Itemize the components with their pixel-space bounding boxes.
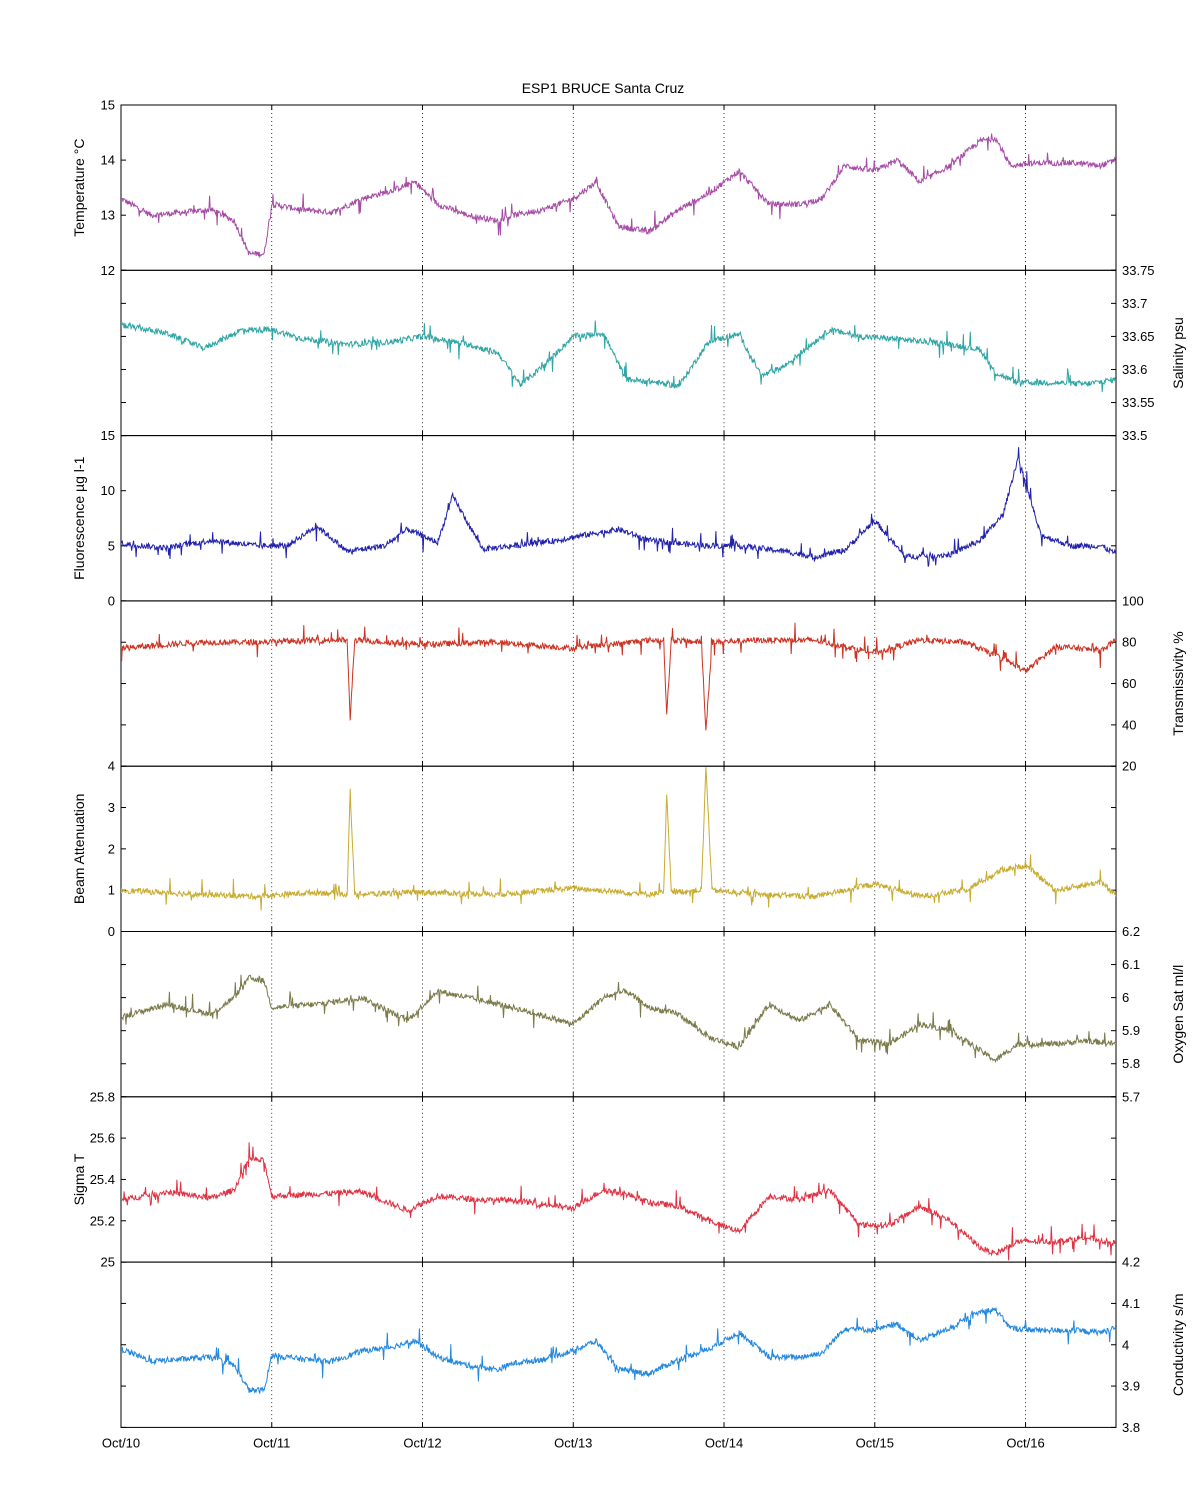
panel-salinity: 33.5 33.55 33.6 33.65 33.7 33.75 Salinity psu	[120, 263, 1186, 443]
y-tick-label: 33.7	[1122, 296, 1147, 311]
y-tick-label: 33.75	[1122, 263, 1155, 278]
x-tick-label: Oct/16	[1006, 1435, 1044, 1450]
y-tick-label: 25.4	[90, 1172, 115, 1187]
y-tick-label: 4.2	[1122, 1255, 1140, 1270]
panel-frame	[120, 1261, 1117, 1428]
y-tick-label: 6.1	[1122, 957, 1140, 972]
y-axis-title-temperature: Temperature °C	[71, 139, 87, 237]
y-tick-label: 40	[1122, 717, 1136, 732]
x-axis: Oct/10 Oct/11 Oct/12 Oct/13 Oct/14 Oct/15 Oct/…	[102, 1435, 1045, 1450]
x-tick-label: Oct/13	[554, 1435, 592, 1450]
y-tick-label: 3.9	[1122, 1379, 1140, 1394]
y-axis-title-fluorescence: Fluorescence µg l-1	[71, 456, 87, 579]
y-tick-label: 80	[1122, 635, 1136, 650]
y-tick-label: 33.5	[1122, 428, 1147, 443]
panel-frame	[120, 104, 1117, 271]
y-tick-label: 10	[101, 483, 115, 498]
panel-frame	[120, 269, 1117, 437]
y-tick-label: 4.1	[1122, 1296, 1140, 1311]
series-line-sigma_t	[121, 1142, 1116, 1261]
panel-transmissivity: 20 40 60 80 100 Transmissivity %	[120, 593, 1186, 774]
y-tick-label: 33.6	[1122, 362, 1147, 377]
y-tick-label: 6	[1122, 990, 1129, 1005]
y-tick-label: 3.8	[1122, 1420, 1140, 1435]
panel-conductivity: 3.8 3.9 4 4.1 4.2 Conductivity s/m	[120, 1255, 1186, 1435]
x-tick-label: Oct/15	[856, 1435, 894, 1450]
y-axis-title-sigma_t: Sigma T	[71, 1153, 87, 1205]
y-tick-label: 25.8	[90, 1089, 115, 1104]
series-line-transmissivity	[121, 622, 1116, 731]
y-axis-title-conductivity: Conductivity s/m	[1170, 1293, 1186, 1396]
series-line-beam_attenuation	[121, 767, 1116, 911]
series-line-fluorescence	[121, 447, 1116, 567]
y-tick-label: 4	[108, 759, 115, 774]
y-tick-label: 1	[108, 883, 115, 898]
y-tick-label: 13	[101, 208, 115, 223]
series-line-oxygen_sat	[121, 974, 1116, 1064]
y-axis-title-transmissivity: Transmissivity %	[1170, 631, 1186, 736]
y-tick-label: 14	[101, 153, 115, 168]
y-tick-label: 15	[101, 98, 115, 113]
x-tick-label: Oct/11	[253, 1435, 290, 1450]
y-tick-label: 25.2	[90, 1213, 115, 1228]
y-axis-title-beam_attenuation: Beam Attenuation	[71, 794, 87, 905]
panel-oxygen_sat: 5.7 5.8 5.9 6 6.1 6.2 Oxygen Sat ml/l	[120, 924, 1186, 1104]
y-tick-label: 5.9	[1122, 1023, 1140, 1038]
y-tick-label: 5.8	[1122, 1056, 1140, 1071]
y-tick-label: 25	[101, 1255, 115, 1270]
y-axis-title-oxygen_sat: Oxygen Sat ml/l	[1170, 965, 1186, 1064]
panel-temperature: 12 13 14 15 Temperature °C	[71, 98, 1117, 278]
y-tick-label: 4	[1122, 1337, 1129, 1352]
series-line-temperature	[121, 133, 1116, 259]
panel-frame	[120, 1096, 1117, 1263]
y-tick-label: 20	[1122, 759, 1136, 774]
chart-title: ESP1 BRUCE Santa Cruz	[522, 80, 685, 96]
y-tick-label: 33.65	[1122, 329, 1155, 344]
x-tick-label: Oct/10	[102, 1435, 140, 1450]
y-tick-label: 12	[101, 263, 115, 278]
y-tick-label: 2	[108, 841, 115, 856]
series-line-salinity	[121, 320, 1116, 393]
y-tick-label: 0	[108, 924, 115, 939]
panel-beam_attenuation: 0 1 2 3 4 Beam Attenuation	[71, 759, 1117, 939]
panel-frame	[120, 600, 1117, 767]
y-tick-label: 3	[108, 800, 115, 815]
y-tick-label: 5	[108, 538, 115, 553]
y-tick-label: 15	[101, 428, 115, 443]
panel-fluorescence: 0 5 10 15 Fluorescence µg l-1	[71, 428, 1117, 608]
panel-frame	[120, 765, 1117, 933]
x-tick-label: Oct/12	[403, 1435, 441, 1450]
y-tick-label: 25.6	[90, 1131, 115, 1146]
panel-frame	[120, 435, 1117, 602]
y-tick-label: 5.7	[1122, 1089, 1140, 1104]
panel-sigma_t: 25 25.2 25.4 25.6 25.8 Sigma T	[71, 1089, 1117, 1270]
x-tick-label: Oct/14	[705, 1435, 743, 1450]
y-axis-title-salinity: Salinity psu	[1170, 317, 1186, 389]
y-tick-label: 6.2	[1122, 924, 1140, 939]
panel-frame	[120, 931, 1117, 1098]
y-tick-label: 60	[1122, 676, 1136, 691]
y-tick-label: 33.55	[1122, 395, 1155, 410]
y-tick-label: 0	[108, 593, 115, 608]
series-line-conductivity	[121, 1306, 1116, 1395]
y-tick-label: 100	[1122, 593, 1144, 608]
